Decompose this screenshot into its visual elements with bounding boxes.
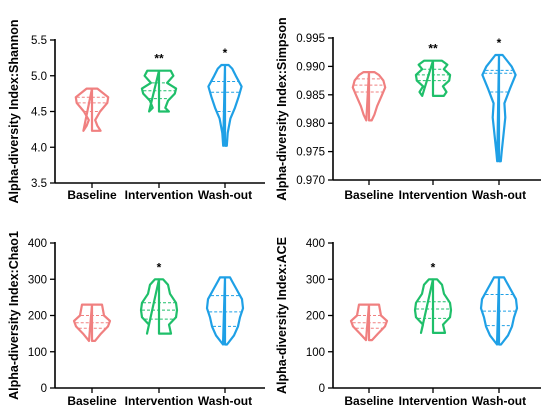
x-category-label: Wash-out (472, 394, 526, 408)
x-category-label: Baseline (67, 188, 117, 202)
chart-panel-3: 0 100 200 300 400 Baseline Intervention Wash-ou… (7, 231, 265, 408)
y-tick-label: 0.985 (296, 90, 325, 102)
y-tick-label: 5.0 (31, 71, 47, 83)
violin-intervention (414, 59, 452, 97)
violin-baseline (349, 303, 389, 342)
y-tick-label: 0.980 (296, 118, 325, 130)
violin-baseline (351, 71, 387, 122)
x-category-label: Baseline (67, 394, 117, 408)
y-tick-label: 300 (28, 274, 47, 286)
violin-baseline (72, 303, 112, 342)
y-axis-label: Alpha-diversity Index:Chao1 (7, 231, 21, 400)
significance-marker: * (497, 36, 502, 50)
y-tick-label: 4.5 (31, 107, 47, 119)
significance-marker: * (223, 46, 228, 60)
violin-wash-out (205, 276, 245, 346)
y-tick-label: 0.975 (296, 147, 325, 159)
y-tick-label: 3.5 (31, 178, 47, 190)
y-tick-label: 5.5 (31, 35, 47, 47)
y-axis-label: Alpha-diversity Index:ACE (275, 237, 289, 394)
chart-panel-1: 3.5 4.0 4.5 5.0 5.5 Baseline Intervention Wash-… (7, 19, 265, 204)
x-category-label: Intervention (399, 394, 468, 408)
violin-wash-out (479, 276, 519, 346)
significance-marker: * (157, 260, 162, 274)
x-category-label: Intervention (125, 394, 194, 408)
x-category-label: Baseline (344, 188, 394, 202)
y-tick-label: 0.970 (296, 175, 325, 187)
y-tick-label: 0 (319, 383, 325, 395)
y-axis-label: Alpha-diversity Index:Simpson (275, 17, 289, 200)
violin-baseline (74, 87, 110, 132)
y-tick-label: 100 (28, 347, 47, 359)
x-category-label: Wash-out (198, 394, 252, 408)
x-category-label: Baseline (344, 394, 394, 408)
y-tick-label: 400 (306, 238, 325, 250)
significance-marker: ** (154, 52, 164, 66)
y-tick-label: 0.995 (296, 33, 325, 45)
chart-panel-2: 0.970 0.975 0.980 0.985 0.990 0.995 Baseline In… (275, 17, 541, 202)
y-tick-label: 400 (28, 238, 47, 250)
x-category-label: Wash-out (198, 188, 252, 202)
y-tick-label: 200 (28, 311, 47, 323)
y-tick-label: 0.990 (296, 61, 325, 73)
y-tick-label: 100 (306, 347, 325, 359)
violin-intervention (139, 278, 179, 335)
violin-wash-out (207, 63, 243, 147)
violin-wash-out (481, 53, 517, 163)
y-axis-label: Alpha-diversity Index:Shannon (7, 19, 21, 203)
y-tick-label: 200 (306, 311, 325, 323)
violin-intervention (413, 278, 453, 334)
significance-marker: ** (428, 42, 438, 56)
x-category-label: Intervention (399, 188, 468, 202)
violin-intervention (140, 69, 178, 113)
y-tick-label: 300 (306, 274, 325, 286)
y-tick-label: 4.0 (31, 142, 47, 154)
y-tick-label: 0 (41, 383, 47, 395)
chart-panel-4: 0 100 200 300 400 Baseline Intervention Wash-ou… (275, 237, 541, 408)
x-category-label: Intervention (125, 188, 194, 202)
x-category-label: Wash-out (472, 188, 526, 202)
significance-marker: * (431, 260, 436, 274)
